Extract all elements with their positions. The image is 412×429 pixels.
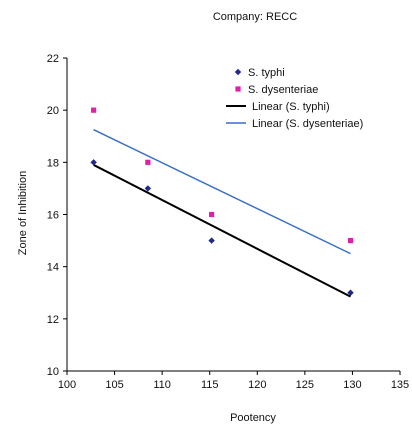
- y-tick-label: 20: [47, 105, 59, 117]
- y-tick-label: 16: [47, 210, 59, 222]
- chart-title: Company: RECC: [213, 11, 297, 23]
- data-point: [145, 159, 151, 165]
- x-tick-label: 115: [201, 379, 219, 391]
- legend-label: Linear (S. dysenteriae): [252, 118, 363, 130]
- legend-label: S. dysenteriae: [248, 84, 318, 96]
- data-point: [208, 237, 215, 244]
- x-tick-label: 120: [248, 379, 266, 391]
- trendline: [93, 129, 351, 255]
- x-tick-label: 100: [58, 379, 76, 391]
- data-point: [347, 237, 354, 244]
- y-tick-label: 12: [47, 314, 59, 326]
- y-tick-label: 18: [47, 157, 59, 169]
- y-axis-label: Zone of Inhibition: [17, 171, 29, 255]
- plot-area: 10 12 14 16 18 20 22 100 105 110 115 120 125 130 135: [47, 53, 409, 391]
- data-point: [347, 289, 354, 296]
- legend: S. typhi S. dysenteriae Linear (S. typhi) L…: [226, 67, 363, 130]
- trendline: [93, 164, 351, 298]
- legend-label: S. typhi: [248, 67, 285, 79]
- data-point: [90, 159, 97, 166]
- y-tick-label: 10: [47, 366, 59, 378]
- x-tick-label: 125: [296, 379, 314, 391]
- data-point: [209, 211, 215, 218]
- y-tick-label: 22: [47, 53, 59, 65]
- x-tick-label: 130: [343, 379, 361, 391]
- x-tick-label: 105: [105, 379, 123, 391]
- legend-marker: [235, 86, 241, 92]
- x-tick-label: 135: [391, 379, 409, 391]
- legend-marker: [234, 68, 242, 76]
- y-tick-label: 14: [47, 262, 59, 274]
- legend-label: Linear (S. typhi): [252, 101, 330, 113]
- x-axis-label: Pootency: [230, 412, 276, 424]
- x-tick-label: 110: [153, 379, 171, 391]
- data-point: [144, 185, 152, 192]
- data-point: [91, 107, 97, 113]
